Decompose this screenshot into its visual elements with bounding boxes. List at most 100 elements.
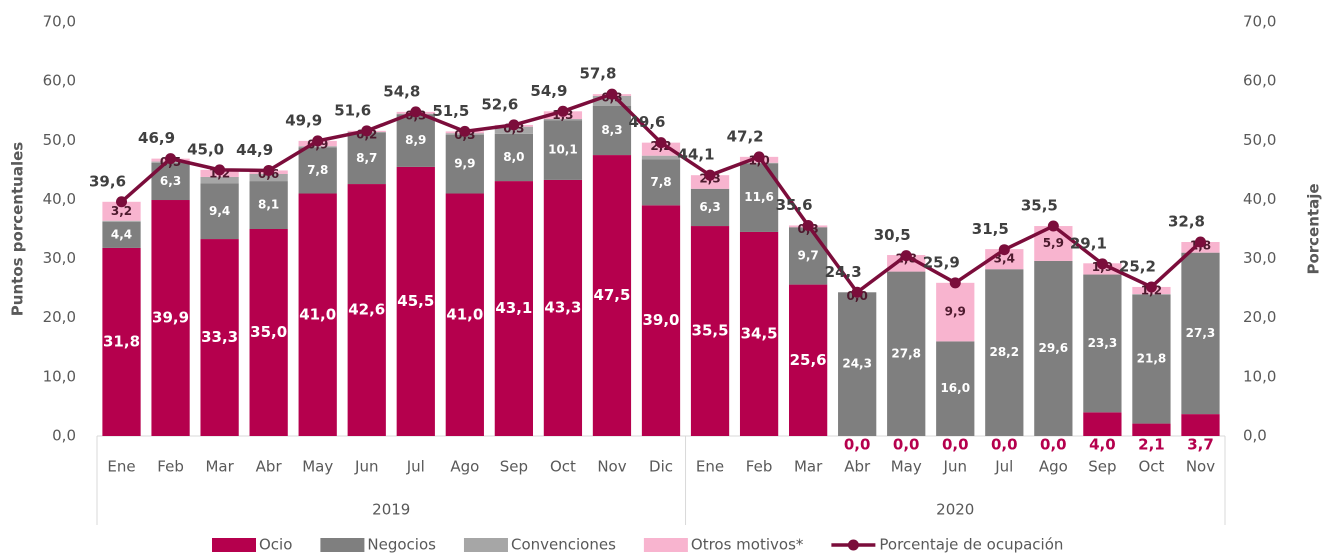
- value-label: 7,8: [307, 163, 328, 177]
- line-value-label: 45,0: [187, 140, 224, 158]
- bar-segment: [396, 114, 435, 167]
- y-axis-title: Puntos porcentuales: [9, 142, 27, 316]
- line-value-label: 54,9: [530, 82, 567, 100]
- bar-segment: [298, 193, 337, 436]
- x-tick-label: Jun: [354, 458, 378, 476]
- y-tick-label: 40,0: [43, 190, 76, 208]
- bar-segment: [445, 193, 484, 436]
- y-tick-label: 60,0: [43, 72, 76, 90]
- value-label: 16,0: [940, 381, 970, 395]
- bar-segment: [936, 341, 975, 436]
- bar-segment: [543, 179, 583, 436]
- y2-tick-label: 30,0: [1243, 249, 1276, 267]
- x-tick-label: Feb: [157, 458, 184, 476]
- value-label: 27,3: [1186, 326, 1216, 340]
- y2-tick-label: 40,0: [1243, 190, 1276, 208]
- legend-swatch: [320, 538, 365, 552]
- line-marker: [410, 106, 422, 118]
- x-tick-label: Abr: [844, 458, 871, 476]
- value-label: 9,9: [454, 157, 475, 171]
- bar-segment: [789, 227, 828, 285]
- value-label: 0,0: [1040, 436, 1067, 454]
- value-label: 0,0: [844, 436, 871, 454]
- x-tick-label: Nov: [597, 458, 626, 476]
- value-label: 6,3: [699, 200, 720, 214]
- line-marker: [116, 196, 128, 208]
- bar-segment: [739, 231, 779, 436]
- y-tick-label: 20,0: [43, 308, 76, 326]
- bar-segment: [543, 120, 583, 180]
- bar-segment: [1034, 260, 1073, 436]
- x-tick-label: Oct: [1138, 458, 1164, 476]
- legend-swatch: [463, 538, 508, 552]
- line-value-label: 29,1: [1070, 234, 1107, 252]
- value-label: 6,3: [160, 174, 181, 188]
- x-tick-label: May: [891, 458, 922, 476]
- line-value-label: 30,5: [874, 226, 911, 244]
- line-value-label: 31,5: [972, 220, 1009, 238]
- value-label: 3,2: [111, 204, 132, 218]
- legend-swatch: [212, 538, 256, 552]
- y2-tick-label: 50,0: [1243, 131, 1276, 149]
- bar-segment: [641, 159, 681, 206]
- line-value-label: 32,8: [1168, 213, 1205, 231]
- bar-segment: [641, 155, 681, 160]
- value-label: 5,9: [1043, 236, 1064, 250]
- x-tick-label: Ago: [1039, 458, 1068, 476]
- value-label: 35,0: [250, 323, 287, 341]
- bar-segment: [298, 147, 337, 194]
- line-marker: [361, 125, 373, 137]
- line-value-label: 47,2: [727, 127, 764, 145]
- line-value-label: 35,5: [1021, 197, 1058, 215]
- bar-segment: [249, 181, 288, 229]
- bar-segment: [249, 229, 288, 436]
- line-value-label: 49,9: [285, 111, 322, 129]
- group-label: 2019: [372, 501, 410, 519]
- bar-segment: [789, 284, 828, 436]
- bar-segment: [1181, 252, 1220, 415]
- bar-segment: [887, 271, 926, 436]
- line-value-label: 51,6: [334, 101, 371, 119]
- x-tick-label: May: [302, 458, 333, 476]
- bar-segment: [102, 201, 141, 221]
- line-marker: [606, 88, 618, 100]
- bar-segment: [1132, 294, 1171, 295]
- line-marker: [1194, 236, 1206, 248]
- value-label: 9,9: [945, 305, 966, 319]
- x-tick-label: Ene: [107, 458, 135, 476]
- line-marker: [655, 137, 667, 149]
- legend-label: Porcentaje de ocupación: [879, 536, 1063, 554]
- line-marker: [949, 277, 961, 289]
- value-label: 28,2: [989, 345, 1019, 359]
- line-value-label: 46,9: [138, 129, 175, 147]
- line-marker: [214, 164, 226, 176]
- value-label: 8,1: [258, 198, 279, 212]
- y-tick-label: 0,0: [52, 427, 76, 445]
- value-label: 41,0: [299, 305, 336, 323]
- legend-swatch: [643, 538, 688, 552]
- x-tick-label: Jul: [994, 458, 1013, 476]
- bar-segment: [641, 205, 681, 436]
- bar-segment: [200, 183, 239, 240]
- bar-segment: [200, 239, 239, 436]
- line-marker: [1096, 258, 1108, 270]
- value-label: 0,0: [991, 436, 1018, 454]
- value-label: 8,9: [405, 133, 426, 147]
- line-value-label: 24,3: [825, 263, 862, 281]
- bar-segment: [690, 188, 730, 227]
- line-value-label: 57,8: [579, 65, 616, 83]
- value-label: 34,5: [741, 324, 778, 342]
- value-label: 2,1: [1138, 436, 1165, 454]
- bar-segment: [592, 155, 632, 437]
- bar-segment: [936, 282, 975, 342]
- group-label: 2020: [936, 501, 974, 519]
- bar-segment: [151, 200, 190, 436]
- bar-segment: [1132, 294, 1171, 424]
- x-tick-label: Mar: [205, 458, 234, 476]
- legend-label: Otros motivos*: [691, 536, 804, 554]
- line-marker: [900, 250, 912, 262]
- line-marker: [312, 135, 324, 147]
- y2-tick-label: 10,0: [1243, 367, 1276, 385]
- line-marker: [1047, 220, 1059, 232]
